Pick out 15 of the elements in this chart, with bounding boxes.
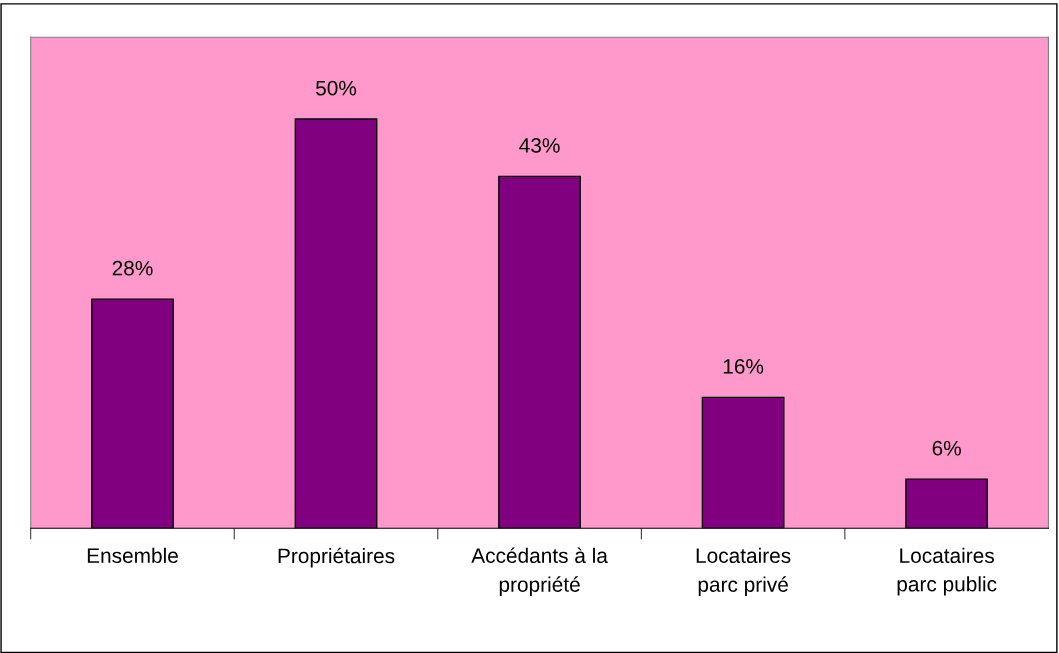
data-label: 16% (723, 359, 764, 374)
data-label: 50% (316, 80, 357, 96)
data-label: 43% (519, 138, 560, 153)
x-tick-label: Locataires parc privé (696, 547, 791, 597)
bar (701, 396, 785, 529)
data-label: 6% (932, 440, 961, 456)
bar (905, 478, 989, 529)
x-tick-label: Accédants à la propriété (471, 547, 608, 597)
data-label: 28% (112, 260, 153, 276)
bar (91, 298, 174, 529)
x-tick-label: Locataires parc public (897, 547, 997, 596)
x-tick-label: Ensemble (87, 547, 178, 564)
x-tick-label: Propriétaires (278, 547, 395, 568)
bar (498, 175, 581, 529)
bar (294, 118, 378, 529)
